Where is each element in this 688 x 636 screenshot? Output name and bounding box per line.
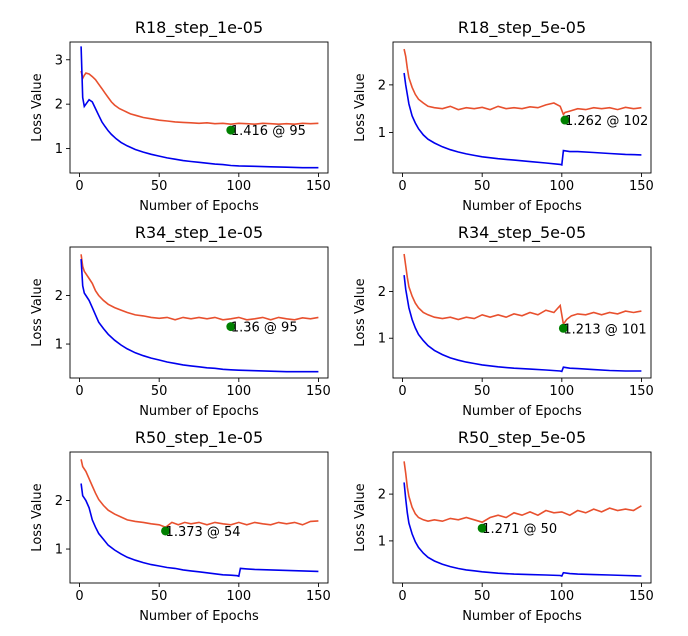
series-line-1 <box>80 70 319 126</box>
best-point-label: 1.36 @ 95 <box>231 321 298 336</box>
chart-title: R50_step_1e-05 <box>135 428 263 448</box>
best-point-marker <box>477 523 487 533</box>
x-axis-label: Number of Epochs <box>462 199 582 214</box>
series-line-1 <box>80 254 319 321</box>
chart-title: R18_step_5e-05 <box>458 18 586 38</box>
x-tick-label: 50 <box>151 589 168 604</box>
series-line-2 <box>403 72 642 166</box>
y-tick-label: 1 <box>55 338 63 353</box>
best-point-label: 1.416 @ 95 <box>231 124 306 139</box>
x-tick-label: 0 <box>398 179 406 194</box>
subplot-4: 0 50 100 150 1 2 R34_step_5e-05 Number of Epoch… <box>353 223 654 419</box>
x-tick-label: 150 <box>306 384 331 399</box>
chart-title: R18_step_1e-05 <box>135 18 263 38</box>
y-axis-label: Loss Value <box>353 483 368 551</box>
x-tick-label: 100 <box>226 384 251 399</box>
axes-frame <box>392 41 652 174</box>
x-tick-label: 50 <box>474 589 491 604</box>
y-tick-label: 2 <box>378 285 386 300</box>
y-tick-label: 2 <box>378 78 386 93</box>
series-line-2 <box>403 482 642 577</box>
best-point-label: 1.271 @ 50 <box>482 522 557 537</box>
subplot-2: 0 50 100 150 1 2 R18_step_5e-05 Number of Epoch… <box>353 18 654 214</box>
series-line-2 <box>80 46 319 169</box>
subplot-3: 0 50 100 150 1 2 R34_step_1e-05 Number of Epoch… <box>30 223 331 419</box>
x-tick-label: 100 <box>226 179 251 194</box>
best-point-marker <box>560 115 570 125</box>
series-line-2 <box>403 275 642 373</box>
series-line-1 <box>403 461 642 524</box>
x-tick-label: 0 <box>75 179 83 194</box>
x-tick-label: 50 <box>474 384 491 399</box>
series-line-1 <box>403 48 642 116</box>
y-axis-label: Loss Value <box>353 278 368 346</box>
axes-frame <box>392 451 652 584</box>
x-tick-label: 150 <box>629 384 654 399</box>
best-point-label: 1.262 @ 102 <box>565 114 648 129</box>
x-tick-label: 0 <box>75 384 83 399</box>
chart-title: R34_step_1e-05 <box>135 223 263 243</box>
x-tick-label: 150 <box>306 179 331 194</box>
y-tick-label: 2 <box>55 289 63 304</box>
chart-title: R50_step_5e-05 <box>458 428 586 448</box>
x-tick-label: 150 <box>629 179 654 194</box>
series-line-2 <box>80 259 319 373</box>
best-point-marker <box>226 322 236 332</box>
x-tick-label: 50 <box>474 179 491 194</box>
x-tick-label: 0 <box>75 589 83 604</box>
subplot-5: 0 50 100 150 1 2 R50_step_1e-05 Number of Epoch… <box>30 428 331 624</box>
y-axis-label: Loss Value <box>30 278 45 346</box>
best-point-marker <box>558 323 568 333</box>
x-tick-label: 100 <box>226 589 251 604</box>
subplot-1: 0 50 100 150 1 2 3 R18_step_1e-05 Number of Epoc… <box>30 18 331 214</box>
best-point-marker <box>161 526 171 536</box>
x-tick-label: 100 <box>549 384 574 399</box>
x-axis-label: Number of Epochs <box>139 404 259 419</box>
best-point-label: 1.373 @ 54 <box>166 525 241 540</box>
y-tick-label: 2 <box>55 494 63 509</box>
x-tick-label: 150 <box>306 589 331 604</box>
x-tick-label: 100 <box>549 179 574 194</box>
x-tick-label: 150 <box>629 589 654 604</box>
best-point-label: 1.213 @ 101 <box>563 322 646 337</box>
x-tick-label: 50 <box>151 179 168 194</box>
x-tick-label: 100 <box>549 589 574 604</box>
axes-frame <box>69 451 329 584</box>
series-line-1 <box>403 253 642 327</box>
y-tick-label: 1 <box>378 534 386 549</box>
x-axis-label: Number of Epochs <box>139 609 259 624</box>
axes-frame <box>69 41 329 174</box>
y-tick-label: 1 <box>378 126 386 141</box>
axes-frame <box>392 246 652 379</box>
x-axis-label: Number of Epochs <box>462 609 582 624</box>
x-tick-label: 50 <box>151 384 168 399</box>
best-point-marker <box>226 125 236 135</box>
y-tick-label: 3 <box>55 53 63 68</box>
y-tick-label: 1 <box>55 543 63 558</box>
x-axis-label: Number of Epochs <box>139 199 259 214</box>
y-tick-label: 2 <box>378 488 386 503</box>
y-tick-label: 1 <box>378 332 386 347</box>
y-tick-label: 2 <box>55 98 63 113</box>
series-line-2 <box>80 483 319 578</box>
subplot-6: 0 50 100 150 1 2 R50_step_5e-05 Number of Epoch… <box>353 428 654 624</box>
x-tick-label: 0 <box>398 589 406 604</box>
y-axis-label: Loss Value <box>30 73 45 141</box>
series-line-1 <box>80 459 319 529</box>
x-tick-label: 0 <box>398 384 406 399</box>
axes-frame <box>69 246 329 379</box>
x-axis-label: Number of Epochs <box>462 404 582 419</box>
y-axis-label: Loss Value <box>30 483 45 551</box>
y-axis-label: Loss Value <box>353 73 368 141</box>
chart-title: R34_step_5e-05 <box>458 223 586 243</box>
y-tick-label: 1 <box>55 142 63 157</box>
